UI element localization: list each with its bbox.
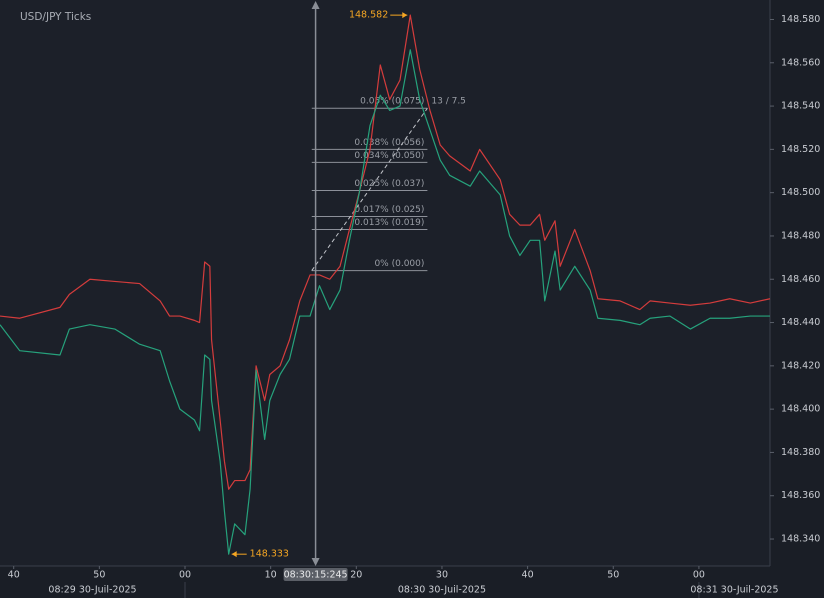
y-tick-label: 148.340 <box>781 534 820 545</box>
y-tick-label: 148.440 <box>781 317 820 328</box>
low-arrow-head <box>231 551 237 558</box>
y-tick-label: 148.400 <box>781 404 820 415</box>
x-tick-label: 40 <box>8 570 20 581</box>
x-tick-label: 40 <box>522 570 534 581</box>
y-axis-panel <box>770 0 824 598</box>
crosshair-label: 08:30:15:245 <box>284 570 348 581</box>
fib-label: 0.017% (0.025) <box>354 205 424 215</box>
minute-label: 08:30 30-Juil-2025 <box>398 585 486 596</box>
y-tick-label: 148.540 <box>781 101 820 112</box>
fib-label: 0.038% (0.056) <box>354 138 424 148</box>
x-tick-label: 20 <box>350 570 362 581</box>
crosshair-label-box <box>283 568 348 581</box>
y-tick-label: 148.500 <box>781 187 820 198</box>
crosshair-arrow-bottom <box>311 558 320 566</box>
y-tick-label: 148.460 <box>781 274 820 285</box>
crosshair-arrow-top <box>311 1 320 9</box>
fib-label: 0.025% (0.037) <box>354 179 424 189</box>
y-tick-label: 148.480 <box>781 230 820 241</box>
series-line <box>0 14 771 490</box>
chart-title: USD/JPY Ticks <box>20 11 91 23</box>
y-tick-label: 148.580 <box>781 14 820 25</box>
fib-ratio: 13 / 7.5 <box>431 97 466 107</box>
y-tick-label: 148.420 <box>781 360 820 371</box>
x-tick-label: 30 <box>436 570 448 581</box>
fib-label: 0.013% (0.019) <box>354 218 424 228</box>
x-tick-label: 50 <box>93 570 105 581</box>
y-tick-label: 148.560 <box>781 57 820 68</box>
high-label: 148.582 <box>349 10 388 21</box>
fib-label: 0.034% (0.050) <box>354 151 424 161</box>
fib-trend <box>311 107 428 271</box>
high-arrow-head <box>402 12 408 19</box>
x-tick-label: 50 <box>607 570 619 581</box>
series-line <box>0 49 770 555</box>
fib-label: 0% (0.000) <box>374 259 424 269</box>
y-tick-label: 148.360 <box>781 490 820 501</box>
low-label: 148.333 <box>250 549 289 560</box>
fib-label: 0.05% (0.075) <box>360 97 424 107</box>
minute-label: 08:29 30-Juil-2025 <box>48 585 136 596</box>
x-axis-panel <box>0 566 824 598</box>
y-tick-label: 148.520 <box>781 144 820 155</box>
x-tick-label: 00 <box>179 570 191 581</box>
x-tick-label: 10 <box>265 570 277 581</box>
y-tick-label: 148.380 <box>781 447 820 458</box>
x-tick-label: 00 <box>693 570 705 581</box>
minute-label: 08:31 30-Juil-2025 <box>690 585 778 596</box>
